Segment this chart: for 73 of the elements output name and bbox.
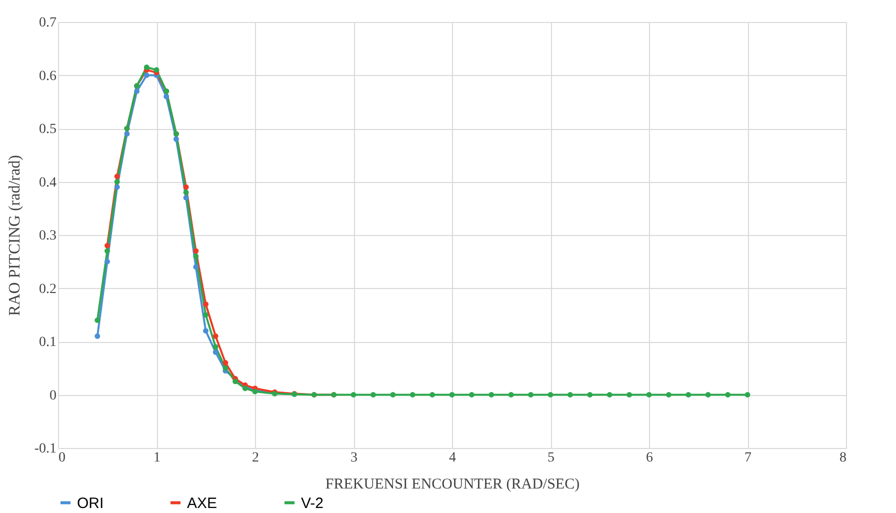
point	[193, 248, 199, 254]
y-tick-label: 0.5	[39, 122, 56, 137]
point	[725, 392, 731, 398]
point	[203, 301, 208, 307]
point	[94, 317, 100, 323]
point	[390, 392, 396, 398]
point	[114, 174, 120, 180]
y-tick-label: 0	[50, 388, 56, 404]
point	[626, 392, 632, 398]
x-tick-label: 1	[154, 450, 160, 466]
point	[203, 312, 208, 318]
point	[222, 360, 228, 366]
x-tick-label: 5	[548, 450, 554, 466]
y-tick-label: 0.7	[39, 16, 56, 30]
point	[212, 333, 218, 339]
point	[212, 349, 218, 355]
point	[488, 392, 494, 398]
y-axis-title: RAO PITCING (rad/rad)	[6, 155, 24, 316]
y-tick-label: 0.1	[39, 335, 56, 350]
point	[94, 333, 100, 339]
point	[705, 392, 711, 398]
point	[744, 392, 750, 398]
point	[350, 392, 356, 398]
legend-label: ORI	[77, 494, 104, 512]
point	[114, 179, 120, 184]
point	[666, 392, 672, 398]
point	[183, 194, 189, 200]
x-axis-title: FREKUENSI ENCOUNTER (RAD/SEC)	[325, 476, 580, 492]
x-tick-label: 7	[744, 450, 752, 466]
legend-label: AXE	[187, 494, 218, 512]
point	[212, 344, 218, 350]
point	[528, 392, 534, 398]
point	[124, 131, 130, 137]
point	[183, 184, 189, 190]
point	[430, 392, 436, 398]
point	[567, 392, 573, 398]
point	[104, 258, 110, 264]
point	[548, 392, 554, 398]
x-tick-label: 6	[646, 450, 653, 466]
point	[686, 392, 692, 398]
point	[144, 64, 150, 70]
point	[104, 248, 110, 254]
point	[449, 392, 455, 398]
point	[606, 392, 612, 398]
legend-label: V-2	[301, 494, 324, 512]
point	[144, 72, 150, 78]
point	[193, 264, 199, 270]
y-tick-label: 0.6	[39, 68, 56, 84]
point	[193, 254, 199, 260]
point	[164, 94, 170, 100]
y-tick-label: 0.4	[39, 175, 56, 190]
x-tick-label: 3	[350, 450, 358, 466]
point	[203, 328, 208, 334]
point	[232, 378, 238, 384]
point	[183, 190, 189, 196]
point	[104, 242, 110, 248]
y-tick-label: 0.2	[39, 282, 56, 297]
point	[134, 88, 140, 94]
point	[587, 392, 593, 398]
point	[410, 392, 416, 398]
point	[173, 136, 179, 142]
y-tick-label: -0.1	[34, 442, 56, 456]
point	[646, 392, 652, 398]
point	[222, 365, 228, 371]
y-tick-label: 0.3	[39, 228, 56, 244]
point	[114, 184, 120, 190]
point	[154, 67, 160, 73]
point	[508, 392, 514, 398]
point	[468, 392, 474, 398]
point	[370, 392, 376, 398]
x-tick-label: 4	[449, 450, 456, 466]
x-tick-label: 2	[252, 450, 259, 466]
x-tick-label: 8	[840, 450, 846, 466]
